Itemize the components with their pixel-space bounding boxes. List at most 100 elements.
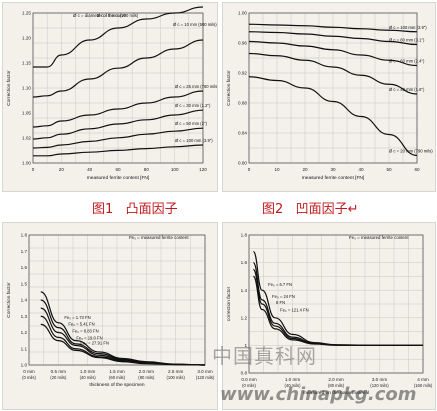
- series-line: [248, 40, 418, 67]
- y-tick-label: 1.00: [22, 161, 31, 166]
- legend-note: Fe₀ = measured ferrite content: [129, 235, 189, 240]
- y-tick-label: 1: [244, 343, 247, 348]
- x-tick-label: 2.0 mm: [139, 369, 154, 374]
- x-axis-label: measured ferrite content [FN]: [302, 175, 364, 181]
- series-label: Ø c = 50 mm (2"): [175, 121, 207, 126]
- chart-1-svg: 0 20 40 60 80 100 120 1.00 1.02 1.05 1.10 1.15 1.20 1…: [6, 6, 217, 181]
- series-line: [32, 109, 204, 140]
- y-tick-label: 1.00: [238, 11, 247, 16]
- x-tick-label: 1.5 mm: [109, 369, 124, 374]
- x-tick-label: 30: [330, 167, 336, 172]
- x-tick-label: 40: [358, 167, 364, 172]
- series-label: Fe₀ = 6.7 FN: [268, 282, 292, 287]
- y-tick-label: 1.4: [241, 288, 248, 293]
- x-tick-label: 3.0 mm: [197, 369, 212, 374]
- y-tick-label: 1.3: [21, 314, 28, 319]
- x-tick-label: 10: [274, 167, 280, 172]
- series-label: Ø c = 60 mm (2.4"): [389, 59, 425, 64]
- series-label: Fe₀ = 27.91 FN: [80, 341, 109, 346]
- y-tick-label: 1.5: [21, 281, 28, 286]
- x-tick-label-secondary: (60 mils): [109, 375, 126, 380]
- series-label: Ø c = 100 mm (3.9"): [175, 138, 213, 143]
- series-line: [40, 291, 206, 366]
- y-axis-label: Correction factor: [6, 70, 12, 106]
- series-label: Ø c = 100 mm (3.9"): [389, 25, 427, 30]
- x-tick-label: 3.0 mm: [372, 377, 387, 382]
- series-line: [32, 39, 204, 98]
- y-tick-label: 1.20: [22, 36, 31, 41]
- y-tick-label: 1.0: [21, 363, 28, 368]
- series-label: Fe₀ = 5.41 FN: [68, 322, 94, 327]
- y-tick-label: 1.8: [241, 233, 248, 238]
- chart-2-svg: 0 10 20 30 40 50 60 1.00 0.96 0.92 0.88 0.84 0.80 mea…: [226, 11, 433, 181]
- legend-note: Fe₀ = measured ferrite content: [349, 235, 409, 240]
- y-axis-label: correction factor: [226, 286, 232, 321]
- x-tick-label: 100: [171, 167, 179, 172]
- y-tick-label: 1.10: [22, 86, 31, 91]
- x-tick-label-secondary: (100 mils): [166, 375, 185, 380]
- x-tick-label: 60: [115, 167, 121, 172]
- series-line: [248, 52, 418, 95]
- caption-figure-1: 图1 凸面因子: [92, 202, 178, 217]
- x-tick-label: 4 mm: [417, 377, 429, 382]
- y-tick-label: 1.02: [22, 136, 31, 141]
- x-tick-label-secondary: (80 mils): [328, 383, 345, 388]
- series-line: [32, 6, 204, 68]
- y-tick-label: 1.2: [241, 315, 248, 320]
- series-line: [248, 76, 418, 157]
- series-line: [33, 144, 204, 157]
- series-label: Ø c = 5 mm (200 mils): [97, 13, 139, 18]
- y-tick-label: 1.7: [21, 249, 28, 254]
- x-tick-label: 1.0 mm: [285, 377, 300, 382]
- x-tick-label-secondary: (20 mils): [50, 375, 67, 380]
- y-tick-label: 1.1: [21, 346, 28, 351]
- x-tick-label: 120: [199, 167, 207, 172]
- series-line: [40, 299, 206, 366]
- y-tick-label: 1.6: [21, 265, 28, 270]
- caption-figure-2: 图2 凹面因子↵: [262, 202, 359, 217]
- series-label: Ø c = 25 mm (760 mils): [175, 84, 217, 89]
- series-line: [40, 315, 206, 366]
- series-line: [252, 275, 423, 346]
- series-label: Ø c = 80 mm (3.1"): [389, 38, 425, 43]
- series-label: Ø c = 20 mm (790 mils): [389, 149, 433, 154]
- x-tick-label: 80: [144, 167, 150, 172]
- y-tick-label: 0.84: [238, 131, 247, 136]
- series-label: Fe₀ = 1.73 FN: [64, 315, 90, 320]
- series-label: Ø c = 40 mm (1.6"): [389, 87, 425, 92]
- series-label: Fe₀ = 8.83 FN: [72, 329, 98, 334]
- x-axis-label: measured on the base material: [303, 390, 369, 396]
- chart-3-svg: 0 mm(0 mils) 0.5 mm(20 mils) 1.0 mm(40 mil…: [6, 233, 215, 388]
- x-tick-label-secondary: (80 mils): [138, 375, 155, 380]
- series-label: Fe₀ = 121.4 FN: [280, 308, 309, 313]
- x-tick-label-secondary: (160 mils): [414, 383, 433, 388]
- y-tick-label: 0.96: [238, 41, 247, 46]
- series-line: [248, 31, 418, 46]
- plot-frame: [248, 234, 424, 374]
- x-tick-label: 50: [386, 167, 392, 172]
- x-tick-label-secondary: (0 mils): [22, 375, 36, 380]
- legend-note: Ø c = diameter of the curve: [73, 13, 127, 18]
- y-tick-label: 1.25: [22, 11, 31, 16]
- series-label: Fe₀ = 19.0 FN: [76, 335, 102, 340]
- chart-thickness-factor: 0 mm (0 mils) 0.5 mm (20 mils) 1.0 mm (40 mil…: [2, 222, 218, 410]
- series-line: [40, 323, 206, 366]
- y-tick-label: 1.8: [21, 233, 28, 238]
- x-tick-label-secondary: (120 mils): [370, 383, 389, 388]
- x-tick-label: 0.0 mm: [241, 377, 256, 382]
- y-tick-label: 1.2: [21, 330, 28, 335]
- y-tick-label: 1.05: [22, 111, 31, 116]
- chart-convex-factor: 0 20 40 60 80 100 120 1.00 1.02 1.05 1.10 1.15 1.20 1…: [2, 2, 218, 192]
- series-label: Ø c = 10 mm (500 mils): [173, 22, 217, 27]
- x-tick-label: 40: [87, 167, 93, 172]
- x-tick-label: 20: [302, 167, 308, 172]
- x-axis-label: measured ferrite content [FN]: [87, 175, 149, 181]
- x-tick-label-secondary: (120 mils): [196, 375, 215, 380]
- x-tick-label: 0.5 mm: [51, 369, 66, 374]
- series-label: Ø c = 30 mm (1.2"): [175, 103, 211, 108]
- x-tick-label: 2.0 mm: [328, 377, 343, 382]
- series-line: [248, 23, 418, 33]
- y-tick-label: 0.88: [238, 101, 247, 106]
- x-tick-label: 2.5 mm: [168, 369, 183, 374]
- y-tick-label: 1.15: [22, 61, 31, 66]
